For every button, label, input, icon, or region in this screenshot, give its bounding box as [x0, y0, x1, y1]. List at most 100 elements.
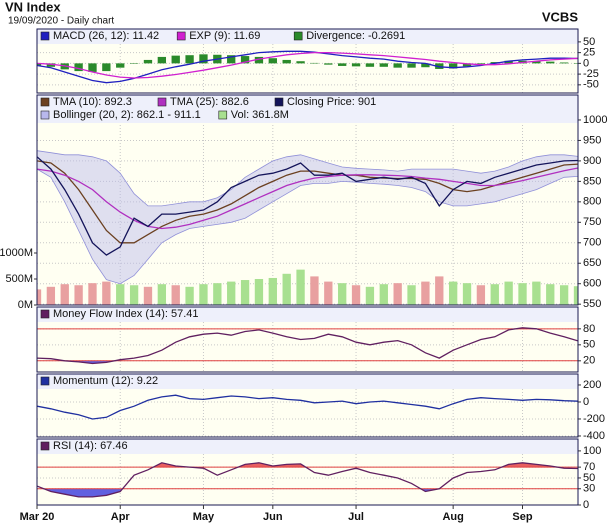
y-tick-label: -50 — [583, 79, 599, 91]
bar — [379, 284, 388, 305]
bar — [407, 285, 416, 305]
bar — [379, 63, 388, 67]
chart-subtitle: 19/09/2020 - Daily chart — [8, 16, 114, 27]
legend-label: TMA (25): 882.6 — [170, 96, 249, 108]
legend-label: Closing Price: 901 — [287, 96, 376, 108]
bar — [37, 289, 42, 305]
legend-swatch — [293, 31, 303, 41]
line — [37, 167, 578, 230]
legend-swatch — [40, 110, 50, 120]
band-fill — [37, 150, 578, 284]
bar — [268, 277, 277, 305]
bar — [102, 281, 111, 305]
y-tick-label: 750 — [583, 216, 601, 228]
panel-background — [37, 95, 578, 305]
legend-swatch — [40, 31, 50, 41]
y2-tick-label: 500M — [5, 273, 33, 285]
bar — [310, 276, 319, 305]
legend-strip — [37, 374, 578, 389]
bar — [546, 284, 555, 305]
y-tick-label: -200 — [583, 413, 605, 425]
bar — [46, 286, 56, 305]
bar — [143, 59, 153, 64]
bar — [199, 284, 208, 305]
bar — [338, 63, 347, 66]
line — [37, 462, 578, 498]
band-upper — [37, 150, 578, 207]
bar — [365, 286, 375, 305]
bar — [240, 56, 250, 64]
bar — [296, 269, 305, 305]
legend-swatch — [40, 441, 50, 451]
y-tick-label: 70 — [583, 461, 595, 473]
y-tick-label: 850 — [583, 175, 601, 187]
bar — [490, 62, 499, 64]
panel-border — [36, 94, 579, 306]
legend-swatch — [274, 97, 284, 107]
panel-border — [36, 373, 579, 438]
bar — [213, 283, 222, 305]
bar — [129, 285, 139, 305]
bar — [573, 286, 578, 305]
bar — [227, 55, 236, 64]
bar — [573, 63, 578, 64]
line — [37, 160, 578, 244]
y-tick-label: 80 — [583, 323, 595, 335]
legend-label: Vol: 361.8M — [231, 109, 289, 121]
bar — [351, 285, 361, 305]
bar — [338, 283, 347, 305]
bar — [282, 59, 291, 64]
threshold-fill — [37, 462, 578, 468]
bar — [143, 286, 153, 305]
bar — [37, 63, 42, 66]
y-tick-label: -400 — [583, 430, 605, 442]
brand: VCBS — [542, 9, 578, 24]
bar — [476, 63, 486, 65]
legend-swatch — [40, 376, 50, 386]
bar — [421, 281, 430, 305]
bar — [74, 285, 83, 305]
y-tick-label: 25 — [583, 47, 595, 59]
y-tick-label: 200 — [583, 379, 601, 391]
bar — [559, 285, 569, 305]
x-tick-label: Jul — [348, 511, 364, 523]
legend-strip — [37, 307, 578, 322]
bar — [268, 58, 277, 64]
bar — [46, 63, 56, 67]
threshold-fill — [43, 488, 440, 497]
bar — [448, 63, 458, 69]
x-tick-label: Jun — [263, 511, 283, 523]
bar — [476, 285, 486, 305]
line — [37, 51, 578, 79]
legend-label: Momentum (12): 9.22 — [53, 375, 158, 387]
line — [37, 394, 578, 420]
bar — [462, 63, 472, 67]
bar — [504, 281, 513, 305]
y-tick-label: 1000 — [583, 114, 607, 126]
bar — [324, 63, 333, 65]
chart-title: VN Index — [5, 0, 61, 14]
bar — [199, 54, 208, 64]
bar — [559, 62, 569, 64]
bar — [102, 63, 111, 72]
x-tick-label: May — [193, 511, 215, 523]
bar — [462, 283, 472, 305]
x-tick-label: Mar 20 — [20, 511, 55, 523]
y-tick-label: 30 — [583, 483, 595, 495]
bar — [171, 55, 180, 64]
bar — [240, 280, 250, 305]
bar — [129, 63, 139, 64]
line — [37, 156, 578, 256]
plot-area — [37, 29, 578, 93]
x-tick-label: Sep — [512, 511, 532, 523]
y-tick-label: -25 — [583, 68, 599, 80]
y-tick-label: 800 — [583, 196, 601, 208]
y-tick-label: 0 — [583, 499, 589, 511]
bar — [393, 283, 402, 305]
bar — [421, 63, 430, 68]
bar — [227, 281, 236, 305]
bar — [116, 63, 125, 68]
bar — [171, 285, 180, 305]
y-tick-label: 650 — [583, 257, 601, 269]
